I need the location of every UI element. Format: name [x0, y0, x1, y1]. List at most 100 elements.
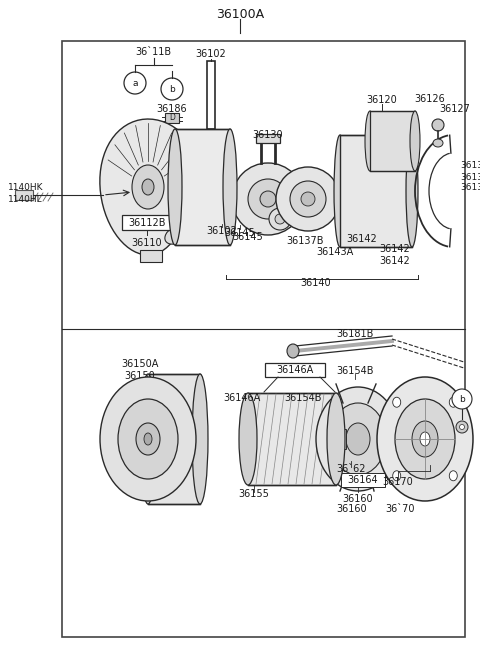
Text: 36139: 36139 [460, 160, 480, 170]
Text: 36131C: 36131C [460, 183, 480, 193]
Ellipse shape [290, 181, 326, 217]
Text: b: b [169, 85, 175, 93]
Text: 36150: 36150 [125, 371, 156, 381]
Bar [256, 134, 280, 143]
Ellipse shape [393, 397, 401, 407]
Text: 36120: 36120 [367, 95, 397, 105]
Ellipse shape [260, 191, 276, 207]
Ellipse shape [412, 421, 438, 457]
Text: 36181B: 36181B [336, 329, 374, 339]
Ellipse shape [147, 133, 155, 141]
Ellipse shape [377, 377, 473, 501]
Text: 36102: 36102 [196, 49, 227, 59]
Bar [140, 250, 162, 262]
Text: 36130: 36130 [252, 130, 283, 140]
Text: 36137B: 36137B [286, 236, 324, 246]
Text: 1140HL: 1140HL [8, 194, 43, 204]
Text: 36142: 36142 [347, 234, 377, 244]
Text: 36`70: 36`70 [385, 504, 415, 514]
Ellipse shape [393, 471, 401, 481]
Bar [165, 113, 179, 123]
Text: 36142: 36142 [380, 244, 410, 254]
Ellipse shape [449, 397, 457, 407]
Ellipse shape [161, 78, 183, 100]
Text: 36154B: 36154B [284, 393, 322, 403]
Ellipse shape [301, 192, 315, 206]
Ellipse shape [140, 374, 156, 504]
Ellipse shape [432, 119, 444, 131]
Ellipse shape [316, 387, 400, 491]
Text: 36160: 36160 [336, 504, 367, 514]
Ellipse shape [269, 208, 291, 230]
Text: 36143A: 36143A [316, 247, 354, 257]
Bar [388, 431, 402, 447]
Ellipse shape [100, 377, 196, 501]
Ellipse shape [118, 399, 178, 479]
Bar [265, 363, 325, 377]
Bar [370, 111, 415, 171]
Ellipse shape [124, 72, 146, 94]
Text: 36145: 36145 [233, 232, 264, 242]
Ellipse shape [449, 471, 457, 481]
Ellipse shape [248, 179, 288, 219]
Text: b: b [459, 394, 465, 403]
Ellipse shape [365, 111, 375, 171]
Ellipse shape [142, 179, 154, 195]
Bar [207, 61, 215, 129]
Ellipse shape [239, 393, 257, 485]
Ellipse shape [410, 111, 420, 171]
Bar [340, 135, 412, 247]
Ellipse shape [433, 139, 443, 147]
Bar [248, 393, 336, 485]
Text: 36127: 36127 [440, 104, 470, 114]
Ellipse shape [327, 393, 345, 485]
Text: 36110: 36110 [132, 238, 162, 248]
Bar [175, 129, 230, 245]
Text: 36102: 36102 [206, 226, 238, 236]
Ellipse shape [135, 147, 145, 157]
Text: 36145: 36145 [225, 228, 255, 238]
Text: 36150A: 36150A [121, 359, 159, 369]
Ellipse shape [330, 403, 386, 475]
Text: 36100A: 36100A [216, 7, 264, 20]
Ellipse shape [459, 424, 465, 430]
Ellipse shape [406, 135, 418, 247]
Text: 36155: 36155 [239, 489, 269, 499]
Ellipse shape [192, 374, 208, 504]
Ellipse shape [136, 423, 160, 455]
Bar [15, 190, 33, 200]
Text: 36142: 36142 [380, 256, 410, 266]
Ellipse shape [132, 165, 164, 209]
Ellipse shape [276, 167, 340, 231]
Ellipse shape [144, 433, 152, 445]
Ellipse shape [232, 163, 304, 235]
Text: 36164: 36164 [348, 475, 378, 485]
Ellipse shape [456, 421, 468, 433]
Ellipse shape [395, 399, 455, 479]
Text: 36`62: 36`62 [336, 464, 366, 474]
Bar [62, 41, 465, 637]
Text: 36170: 36170 [383, 477, 413, 487]
Text: 36146A: 36146A [276, 365, 313, 375]
Ellipse shape [142, 128, 160, 146]
Text: 36126: 36126 [415, 94, 445, 104]
Ellipse shape [452, 389, 472, 409]
Ellipse shape [346, 423, 370, 455]
Ellipse shape [223, 129, 237, 245]
Text: 36`11B: 36`11B [135, 47, 171, 57]
Bar [122, 215, 172, 230]
Ellipse shape [420, 432, 430, 446]
Text: 36160: 36160 [343, 494, 373, 504]
Ellipse shape [275, 214, 285, 224]
Polygon shape [100, 119, 201, 255]
Text: 36112B: 36112B [128, 218, 166, 228]
Ellipse shape [168, 129, 182, 245]
Text: 36140: 36140 [300, 278, 331, 288]
Ellipse shape [334, 135, 346, 247]
Bar [148, 374, 200, 504]
Bar [336, 429, 346, 449]
Text: D: D [169, 114, 175, 122]
Text: 36154B: 36154B [336, 366, 374, 376]
Text: 36186: 36186 [156, 104, 187, 114]
Ellipse shape [287, 344, 299, 358]
